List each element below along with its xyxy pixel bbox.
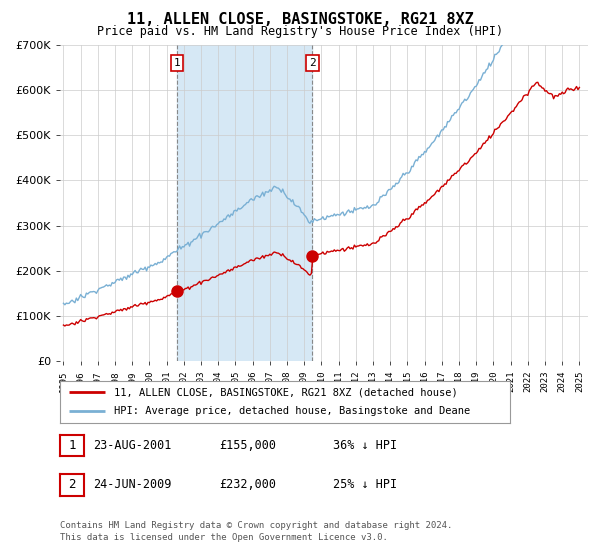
Text: Price paid vs. HM Land Registry's House Price Index (HPI): Price paid vs. HM Land Registry's House …: [97, 25, 503, 38]
Text: 1: 1: [174, 58, 181, 68]
Text: 23-AUG-2001: 23-AUG-2001: [93, 438, 172, 452]
Text: £232,000: £232,000: [219, 478, 276, 491]
Text: 1: 1: [68, 439, 76, 452]
Text: 2: 2: [68, 478, 76, 492]
Text: This data is licensed under the Open Government Licence v3.0.: This data is licensed under the Open Gov…: [60, 533, 388, 542]
Text: 36% ↓ HPI: 36% ↓ HPI: [333, 438, 397, 452]
Text: 25% ↓ HPI: 25% ↓ HPI: [333, 478, 397, 491]
Text: 2: 2: [309, 58, 316, 68]
Text: £155,000: £155,000: [219, 438, 276, 452]
Text: HPI: Average price, detached house, Basingstoke and Deane: HPI: Average price, detached house, Basi…: [114, 407, 470, 417]
Text: 11, ALLEN CLOSE, BASINGSTOKE, RG21 8XZ: 11, ALLEN CLOSE, BASINGSTOKE, RG21 8XZ: [127, 12, 473, 27]
Text: 24-JUN-2009: 24-JUN-2009: [93, 478, 172, 491]
Bar: [177, 45, 313, 361]
Text: 11, ALLEN CLOSE, BASINGSTOKE, RG21 8XZ (detached house): 11, ALLEN CLOSE, BASINGSTOKE, RG21 8XZ (…: [114, 387, 458, 397]
Text: Contains HM Land Registry data © Crown copyright and database right 2024.: Contains HM Land Registry data © Crown c…: [60, 521, 452, 530]
